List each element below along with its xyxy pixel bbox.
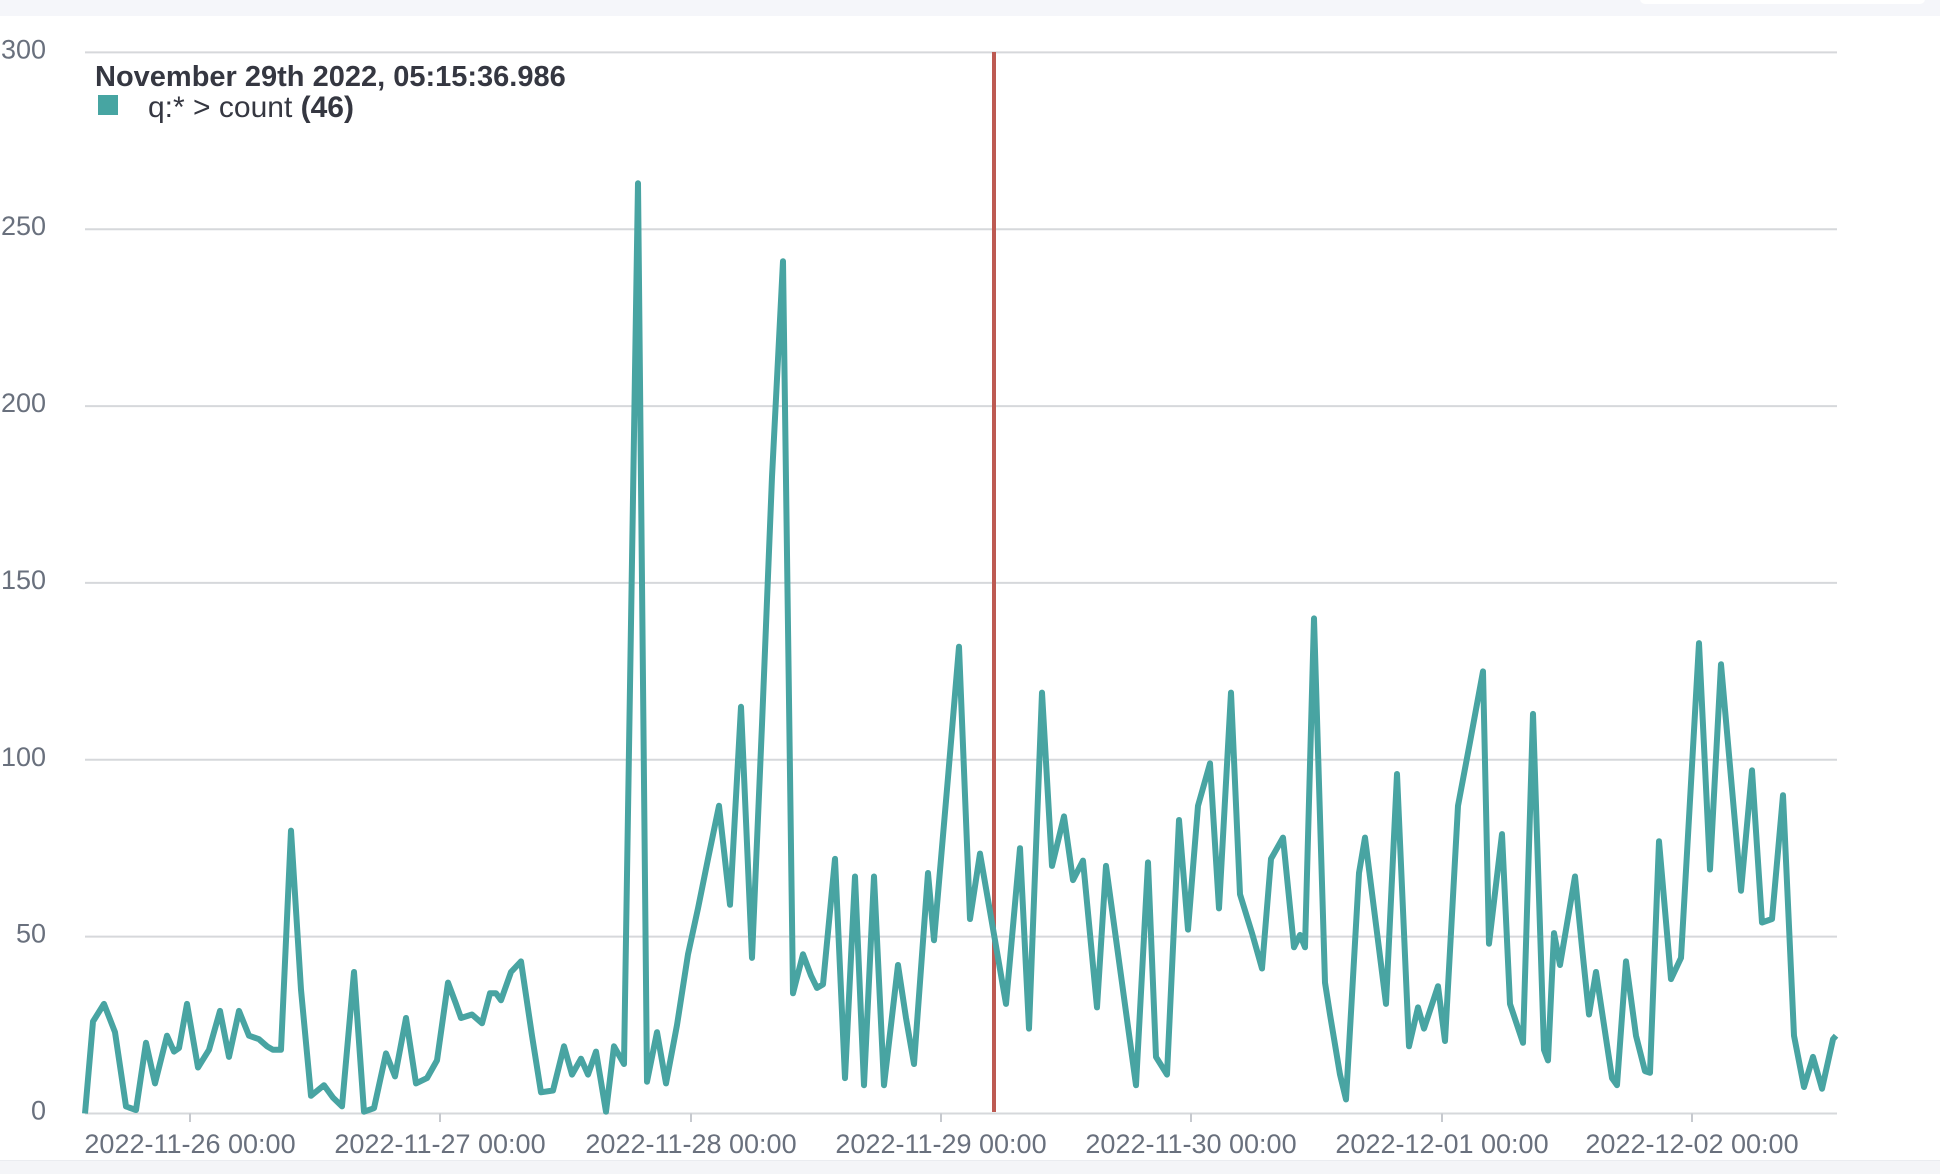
svg-text:150: 150: [1, 565, 46, 595]
svg-text:2022-11-26 00:00: 2022-11-26 00:00: [84, 1129, 295, 1159]
svg-text:2022-11-28 00:00: 2022-11-28 00:00: [585, 1129, 796, 1159]
svg-text:50: 50: [16, 919, 46, 949]
svg-text:0: 0: [31, 1096, 46, 1126]
svg-text:300: 300: [1, 34, 46, 64]
svg-text:2022-11-27 00:00: 2022-11-27 00:00: [334, 1129, 545, 1159]
svg-text:2022-12-01 00:00: 2022-12-01 00:00: [1335, 1129, 1548, 1159]
svg-text:200: 200: [1, 388, 46, 418]
svg-text:2022-11-29 00:00: 2022-11-29 00:00: [835, 1129, 1046, 1159]
svg-text:250: 250: [1, 211, 46, 241]
svg-text:2022-12-02 00:00: 2022-12-02 00:00: [1585, 1129, 1798, 1159]
svg-text:November 29th 2022, 05:15:36.9: November 29th 2022, 05:15:36.986: [95, 61, 566, 93]
svg-text:100: 100: [1, 742, 46, 772]
svg-text:q:* > count (46): q:* > count (46): [148, 91, 354, 124]
svg-text:2022-11-30 00:00: 2022-11-30 00:00: [1085, 1129, 1296, 1159]
